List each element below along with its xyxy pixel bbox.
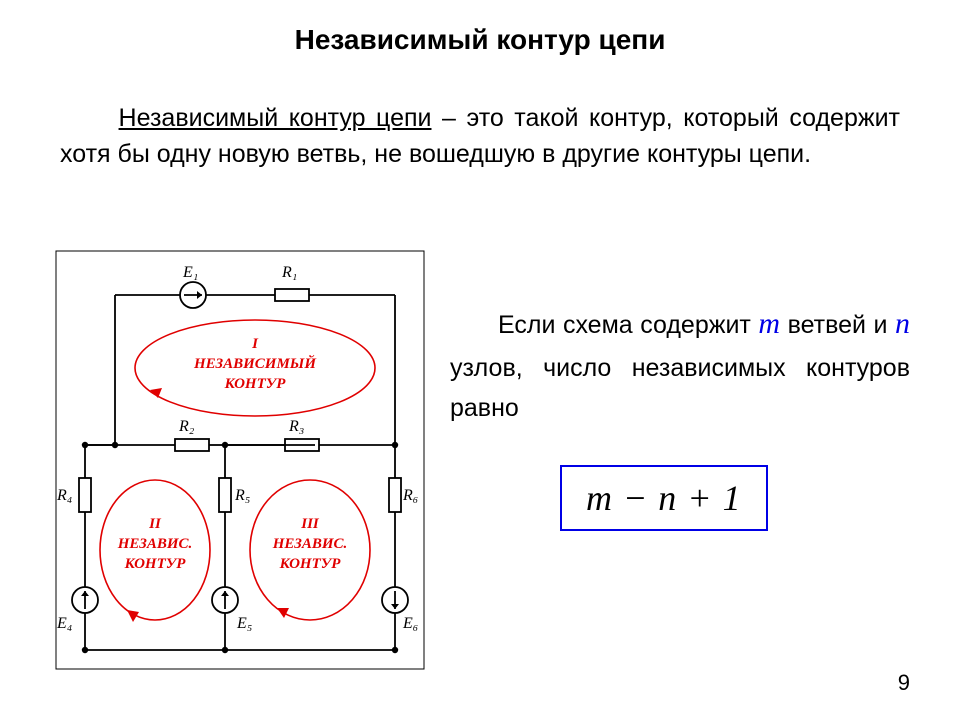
svg-text:II: II	[148, 516, 162, 532]
svg-text:R₃: R₃	[288, 418, 304, 435]
svg-text:I: I	[251, 336, 259, 352]
var-m: m	[758, 307, 780, 340]
svg-text:НЕЗАВИС.: НЕЗАВИС.	[272, 536, 348, 552]
formula-box: m − n + 1	[560, 465, 768, 531]
formula-intro-paragraph: Если схема содержит m ветвей и n узлов, …	[450, 300, 910, 428]
page-number: 9	[898, 670, 910, 696]
svg-text:КОНТУР: КОНТУР	[279, 556, 342, 572]
svg-text:E₁: E₁	[182, 264, 198, 281]
svg-text:E₄: E₄	[56, 615, 72, 632]
formula: m − n + 1	[586, 478, 742, 518]
svg-text:R₄: R₄	[56, 487, 72, 504]
term-underline: Независимый контур цепи	[119, 104, 432, 132]
svg-text:R₂: R₂	[178, 418, 195, 435]
svg-text:НЕЗАВИС.: НЕЗАВИС.	[117, 536, 193, 552]
svg-text:R₁: R₁	[281, 264, 297, 281]
svg-text:III: III	[300, 516, 320, 532]
svg-text:R₆: R₆	[402, 487, 418, 504]
page-title: Независимый контур цепи	[0, 24, 960, 56]
definition-paragraph: Независимый контур цепи – это такой конт…	[60, 100, 900, 173]
svg-text:КОНТУР: КОНТУР	[224, 376, 287, 392]
circuit-diagram: E₁ R₁ R₂ R₃ R₄ E₄ R₅ E₅ R₆ E₆ I НЕЗАВИСИМЫЙ КОНТУР II…	[55, 250, 425, 670]
svg-text:R₅: R₅	[234, 487, 250, 504]
svg-text:E₆: E₆	[402, 615, 418, 632]
svg-text:E₅: E₅	[236, 615, 252, 632]
var-n: n	[895, 307, 910, 340]
svg-text:НЕЗАВИСИМЫЙ: НЕЗАВИСИМЫЙ	[193, 354, 317, 372]
svg-text:КОНТУР: КОНТУР	[124, 556, 187, 572]
